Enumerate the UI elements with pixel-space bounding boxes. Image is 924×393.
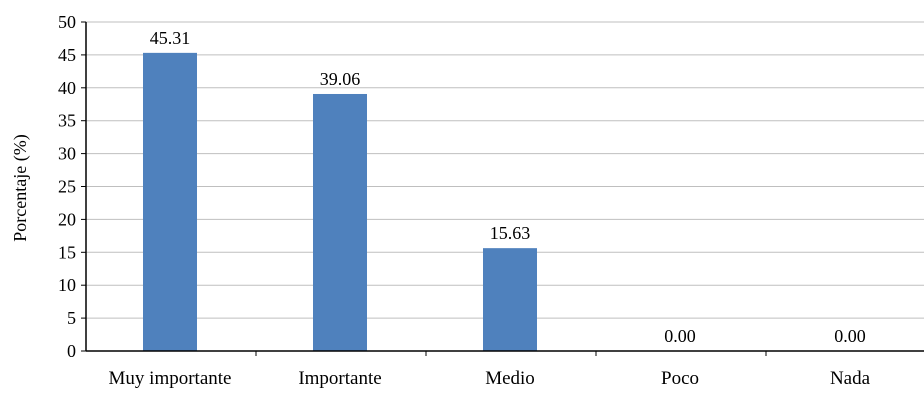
y-tick-label: 25: [58, 177, 76, 197]
x-tick-label: Poco: [661, 368, 699, 388]
bars: [143, 53, 537, 351]
bar-importante: [313, 94, 367, 351]
y-tick-label: 45: [58, 45, 76, 65]
y-tick-label: 5: [67, 308, 76, 328]
y-tick-label: 30: [58, 144, 76, 164]
x-tick-label: Importante: [298, 368, 381, 388]
y-tick-label: 35: [58, 111, 76, 131]
x-tick-label: Nada: [830, 368, 871, 388]
y-tick-label: 40: [58, 78, 76, 98]
y-tick-label: 0: [67, 341, 76, 361]
x-tick-label: Muy importante: [109, 368, 232, 388]
y-axis-title: Porcentaje (%): [10, 134, 31, 241]
y-tick-labels: 0 5 10 15 20 25 30 35 40 45 50: [58, 12, 76, 361]
x-tick-label: Medio: [485, 368, 535, 388]
data-label: 39.06: [320, 69, 361, 89]
data-label: 15.63: [490, 223, 531, 243]
bar-medio: [483, 248, 537, 351]
data-label: 0.00: [834, 326, 866, 346]
y-tick-label: 50: [58, 12, 76, 32]
data-label: 45.31: [150, 28, 191, 48]
y-tick-label: 10: [58, 275, 76, 295]
y-tick-label: 20: [58, 209, 76, 229]
y-tick-label: 15: [58, 242, 76, 262]
data-label: 0.00: [664, 326, 696, 346]
bar-muy-importante: [143, 53, 197, 351]
x-tick-labels: Muy importante Importante Medio Poco Nada: [109, 368, 871, 388]
